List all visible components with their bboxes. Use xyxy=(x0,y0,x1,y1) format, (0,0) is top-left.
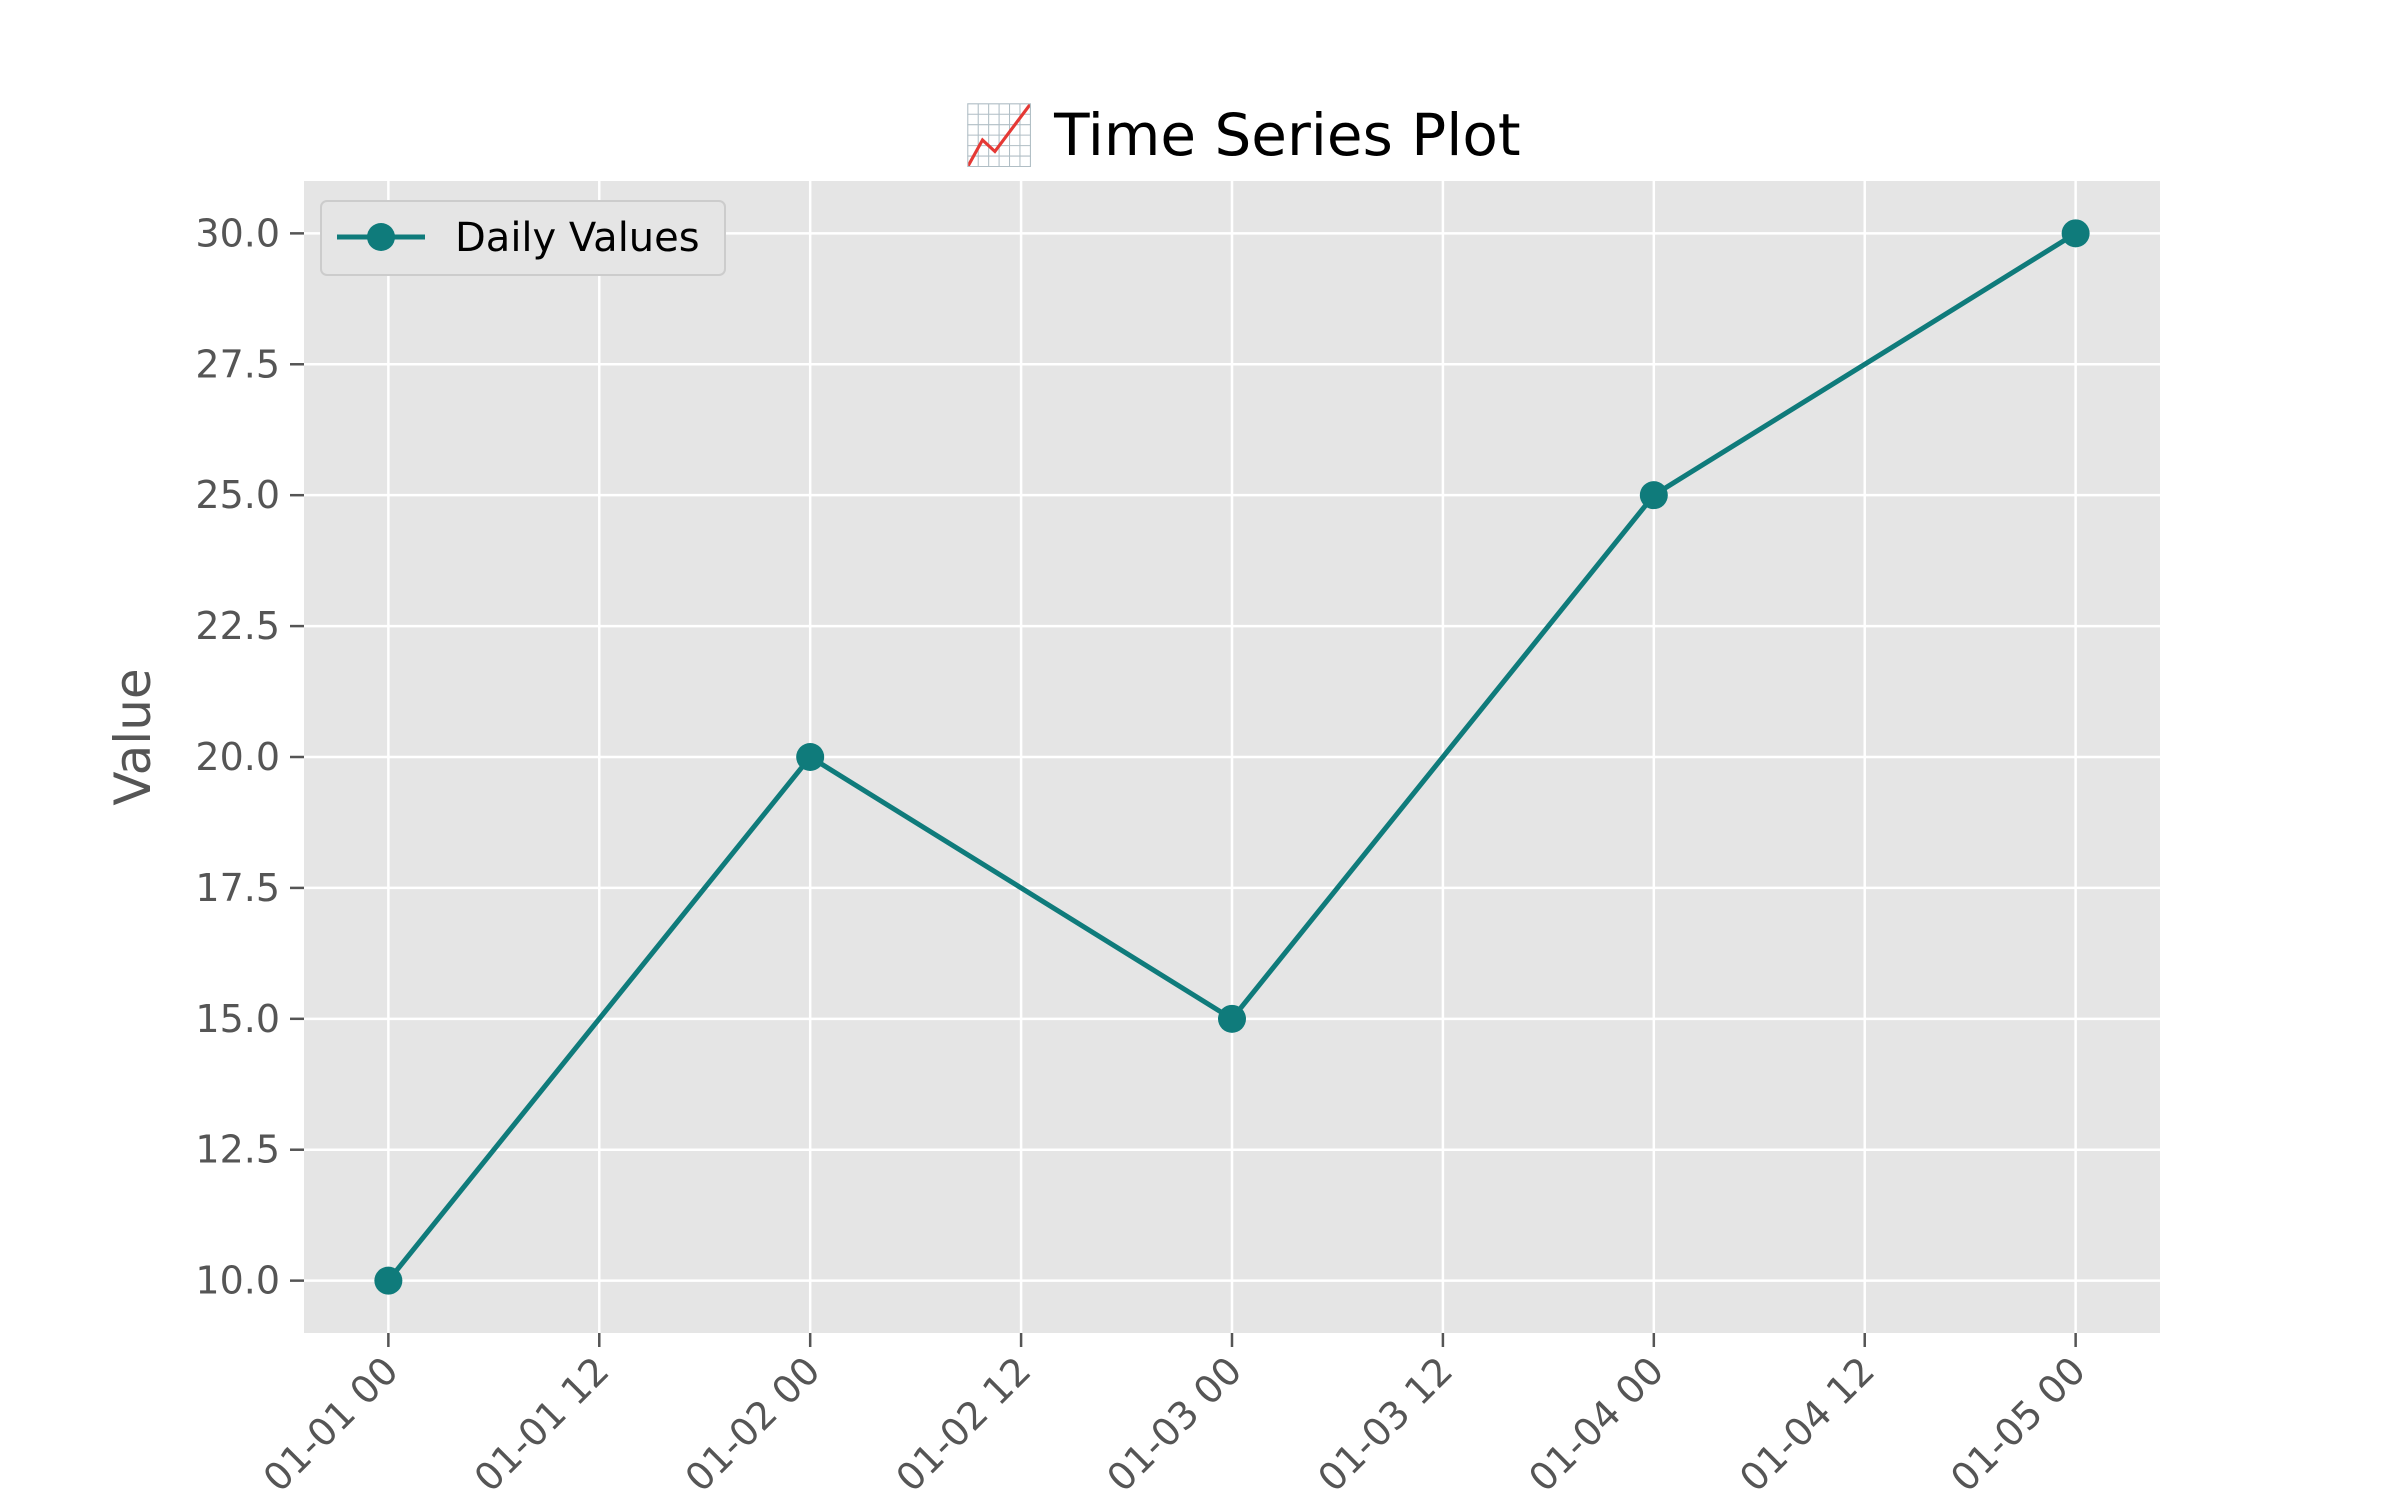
x-tick-label: 01-04 12 xyxy=(1731,1348,1883,1500)
x-tick-label: 01-03 00 xyxy=(1098,1348,1250,1500)
data-point xyxy=(796,743,825,771)
y-tick-label: 30.0 xyxy=(195,211,280,255)
data-point xyxy=(1639,481,1668,510)
legend-label: Daily Values xyxy=(455,215,700,261)
y-tick-label: 10.0 xyxy=(195,1259,280,1303)
y-axis-label: Value xyxy=(104,668,162,805)
y-tick-label: 20.0 xyxy=(195,735,280,779)
legend-marker-swatch xyxy=(367,223,395,251)
x-tick-label: 01-03 12 xyxy=(1309,1348,1461,1500)
series-layer xyxy=(374,219,2090,1295)
chart-title: 📈 Time Series Plot xyxy=(963,101,1520,169)
data-point xyxy=(374,1266,403,1295)
x-tick-label: 01-04 00 xyxy=(1520,1348,1672,1500)
y-tick-label: 15.0 xyxy=(195,997,280,1041)
y-tick-label: 22.5 xyxy=(195,604,280,648)
x-tick-label: 01-02 12 xyxy=(888,1348,1040,1500)
grid-lines xyxy=(304,181,2160,1333)
data-point xyxy=(2061,219,2090,248)
x-tick-label: 01-02 00 xyxy=(677,1348,829,1500)
legend: Daily Values xyxy=(320,200,726,276)
data-point xyxy=(1218,1004,1246,1033)
y-tick-label: 17.5 xyxy=(195,866,280,910)
y-tick-label: 12.5 xyxy=(195,1128,280,1172)
y-tick-label: 27.5 xyxy=(195,342,280,386)
legend-box xyxy=(320,200,726,276)
x-tick-label: 01-01 12 xyxy=(466,1348,618,1500)
x-tick-label: 01-05 00 xyxy=(1942,1348,2094,1500)
y-tick-label: 25.0 xyxy=(195,473,280,517)
x-tick-label: 01-01 00 xyxy=(255,1348,407,1500)
